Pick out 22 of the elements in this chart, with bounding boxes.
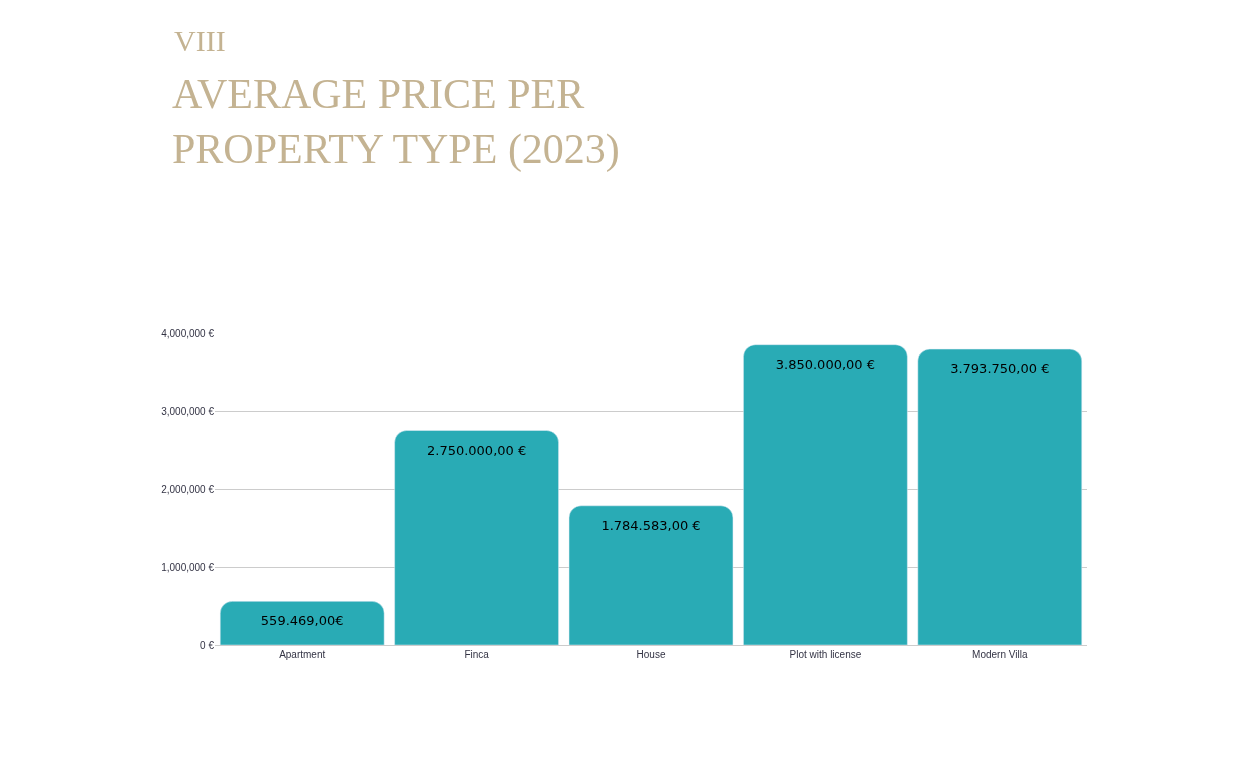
chart-title: AVERAGE PRICE PER PROPERTY TYPE (2023) [172,71,620,173]
x-tick-label: Plot with license [789,649,862,660]
bar [917,348,1083,645]
text: VIII [174,24,226,57]
data-label: 1.784.583,00 € [601,517,701,533]
data-label: 3.850.000,00 € [775,356,876,372]
x-tick-label: Apartment [279,649,326,660]
y-tick-label: 4,000,000 € [161,327,215,339]
y-tick-label: 3,000,000 € [161,405,215,417]
bar [743,344,908,645]
bar [219,601,385,645]
y-tick-label: 2,000,000 € [161,483,215,495]
bar [394,430,559,645]
x-tick-label: Finca [464,649,490,660]
data-label: 559.469,00€ [260,613,344,629]
x-tick-label: Modern Villa [972,649,1028,660]
y-tick-label: 1,000,000 € [161,561,215,573]
data-label: 3.793.750,00 € [950,361,1050,377]
bar [568,505,734,645]
y-tick-label: 0 € [200,639,215,651]
x-tick-label: House [636,649,666,660]
data-label: 2.750.000,00 € [426,442,527,458]
